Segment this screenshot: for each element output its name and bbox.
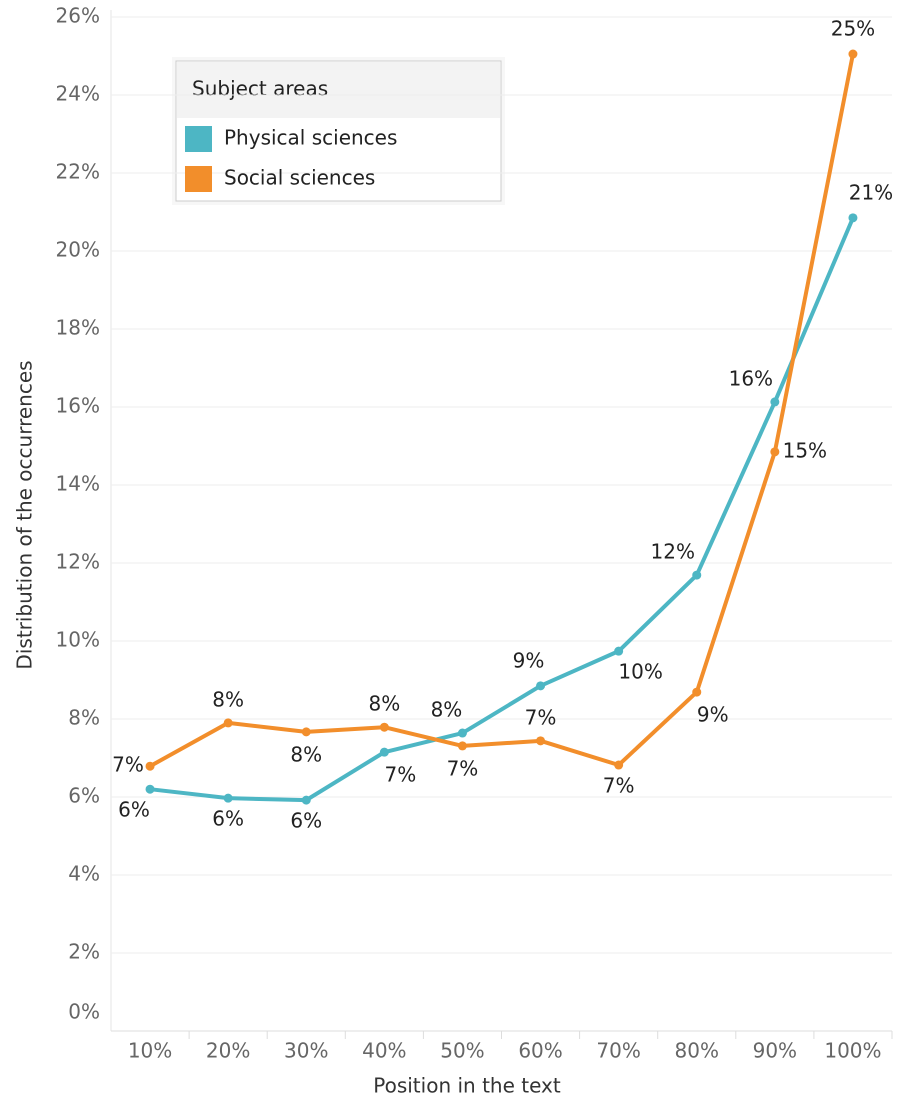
x-tick-label: 50% <box>440 1039 484 1063</box>
data-point <box>223 793 233 803</box>
data-point <box>848 213 858 223</box>
y-tick-label: 2% <box>68 940 100 964</box>
legend-swatch <box>185 166 212 192</box>
data-label: 25% <box>831 17 875 41</box>
series-line <box>149 217 855 803</box>
data-point <box>770 397 780 407</box>
data-point <box>614 760 624 770</box>
legend-label: Social sciences <box>224 166 375 190</box>
data-point <box>770 447 780 457</box>
y-tick-label: 8% <box>68 706 100 730</box>
x-tick-label: 60% <box>518 1039 562 1063</box>
data-label: 9% <box>513 648 545 672</box>
legend-swatch <box>185 126 212 152</box>
data-label: 7% <box>447 756 479 780</box>
x-tick-label: 80% <box>675 1039 719 1063</box>
data-label: 10% <box>618 660 662 684</box>
data-point <box>848 49 858 59</box>
data-point <box>536 681 546 691</box>
x-tick-label: 100% <box>824 1039 881 1063</box>
y-tick-label: 6% <box>68 784 100 808</box>
x-tick-label: 20% <box>206 1039 250 1063</box>
data-label: 9% <box>697 703 729 727</box>
x-tick-label: 70% <box>596 1039 640 1063</box>
data-label: 16% <box>729 366 773 390</box>
y-tick-label: 16% <box>56 394 100 418</box>
y-tick-label: 26% <box>56 4 100 28</box>
data-label: 7% <box>112 753 144 777</box>
data-point <box>536 736 546 746</box>
y-tick-label: 12% <box>56 550 100 574</box>
data-point <box>301 727 311 737</box>
data-label: 6% <box>118 798 150 822</box>
data-label: 6% <box>290 809 322 833</box>
data-label: 12% <box>651 540 695 564</box>
series-line <box>149 53 855 768</box>
x-tick-label: 90% <box>753 1039 797 1063</box>
y-tick-label: 0% <box>68 1000 100 1024</box>
x-axis-title: Position in the text <box>373 1074 561 1098</box>
y-tick-label: 18% <box>56 316 100 340</box>
data-point <box>223 718 233 728</box>
x-tick-label: 10% <box>128 1039 172 1063</box>
y-tick-label: 22% <box>56 160 100 184</box>
legend: Subject areas <box>172 57 505 205</box>
data-point <box>692 570 702 580</box>
y-tick-label: 10% <box>56 628 100 652</box>
data-label: 7% <box>384 763 416 787</box>
y-axis-title: Distribution of the occurrences <box>13 360 37 669</box>
y-tick-label: 24% <box>56 82 100 106</box>
data-point <box>379 747 389 757</box>
y-tick-label: 14% <box>56 472 100 496</box>
data-label: 8% <box>431 698 463 722</box>
data-point <box>145 761 155 771</box>
x-tick-label: 30% <box>284 1039 328 1063</box>
data-point <box>379 722 389 732</box>
data-label: 15% <box>783 438 827 462</box>
data-label: 21% <box>849 180 893 204</box>
legend-label: Physical sciences <box>224 126 397 150</box>
data-label: 8% <box>368 692 400 716</box>
data-label: 8% <box>290 742 322 766</box>
data-point <box>692 687 702 697</box>
data-label: 7% <box>525 705 557 729</box>
data-label: 6% <box>212 807 244 831</box>
legend-title: Subject areas <box>192 77 328 101</box>
y-tick-label: 20% <box>56 238 100 262</box>
legend-header <box>177 62 500 118</box>
data-label: 8% <box>212 687 244 711</box>
x-tick-label: 40% <box>362 1039 406 1063</box>
y-tick-label: 4% <box>68 862 100 886</box>
data-label: 7% <box>603 774 635 798</box>
data-point <box>457 728 467 738</box>
data-point <box>145 784 155 794</box>
data-point <box>301 795 311 805</box>
data-point <box>614 646 624 656</box>
data-point <box>457 741 467 751</box>
